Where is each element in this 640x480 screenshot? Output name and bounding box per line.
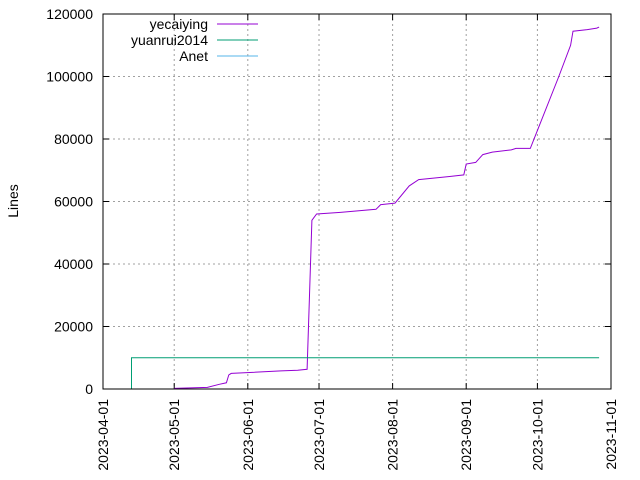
- y-tick-label: 100000: [46, 69, 93, 85]
- legend-label: Anet: [179, 48, 208, 64]
- series-line-yecaiying: [174, 26, 600, 389]
- y-tick-label: 40000: [54, 256, 93, 272]
- x-tick-label: 2023-06-01: [240, 399, 256, 471]
- y-tick-label: 80000: [54, 131, 93, 147]
- x-tick-label: 2023-08-01: [385, 399, 401, 471]
- grid-lines: [103, 14, 611, 389]
- x-tick-label: 2023-10-01: [529, 399, 545, 471]
- legend-label: yecaiying: [150, 16, 208, 32]
- legend-label: yuanrui2014: [131, 32, 208, 48]
- plot-border: [102, 13, 612, 390]
- y-tick-label: 120000: [46, 6, 93, 22]
- x-tick-label: 2023-09-01: [458, 399, 474, 471]
- y-tick-label: 0: [85, 381, 93, 397]
- x-tick-label: 2023-05-01: [166, 399, 182, 471]
- y-axis-title: Lines: [5, 184, 21, 217]
- y-tick-labels: 0 20000 40000 60000 80000 100000 120000: [46, 6, 93, 397]
- series-lines: [131, 26, 600, 390]
- x-tick-labels: 2023-04-01 2023-05-01 2023-06-01 2023-07-01…: [95, 399, 619, 471]
- x-tick-label: 2023-07-01: [311, 399, 327, 471]
- x-tick-label: 2023-11-01: [603, 399, 619, 470]
- x-tick-label: 2023-04-01: [95, 399, 111, 471]
- y-tick-label: 60000: [54, 194, 93, 210]
- series-line-yuanrui2014: [131, 357, 600, 389]
- y-tick-label: 20000: [54, 319, 93, 335]
